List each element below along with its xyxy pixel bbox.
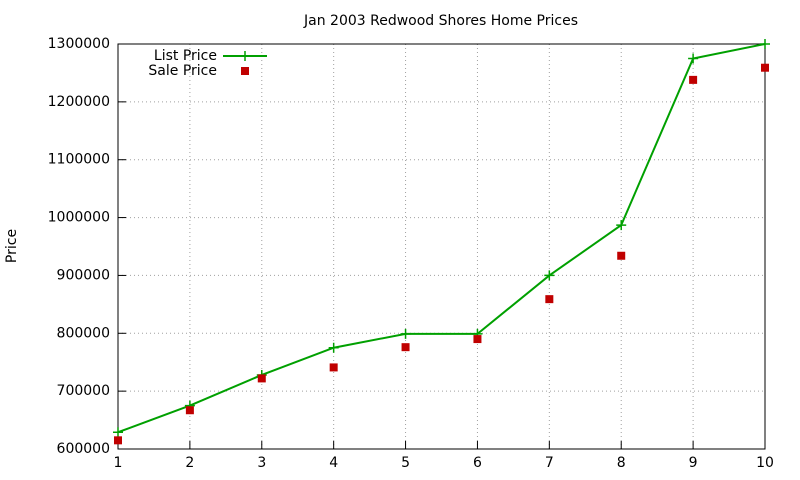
y-tick-label: 1200000 (48, 94, 110, 110)
x-tick-label: 9 (689, 455, 698, 471)
x-tick-label: 4 (329, 455, 338, 471)
y-tick-label: 800000 (57, 325, 110, 341)
x-tick-label: 2 (185, 455, 194, 471)
x-tick-label: 1 (114, 455, 123, 471)
data-point (760, 39, 770, 49)
legend-marker (240, 51, 250, 61)
data-point (113, 427, 123, 438)
data-point (401, 343, 410, 352)
legend-label: List Price (154, 48, 217, 64)
data-point (617, 251, 626, 260)
x-tick-label: 5 (401, 455, 410, 471)
y-tick-label: 1000000 (48, 210, 110, 226)
data-point (329, 363, 338, 372)
x-tick-label: 3 (257, 455, 266, 471)
plot-frame (117, 43, 766, 450)
data-point (688, 53, 699, 64)
y-tick-label: 700000 (57, 383, 110, 399)
data-point (185, 406, 194, 415)
chart-title: Jan 2003 Redwood Shores Home Prices (303, 13, 578, 29)
series-line (117, 43, 766, 434)
data-point (545, 295, 554, 304)
data-point (616, 220, 627, 231)
y-tick-label: 1300000 (48, 36, 110, 52)
y-tick-label: 900000 (57, 267, 110, 283)
data-point (400, 328, 411, 339)
data-point (473, 335, 482, 344)
data-point (328, 342, 339, 353)
data-point (761, 63, 769, 72)
legend-marker (241, 67, 249, 75)
x-tick-label: 7 (545, 455, 554, 471)
y-tick-label: 1100000 (48, 152, 110, 168)
y-tick-label: 600000 (57, 441, 110, 457)
data-point (257, 374, 266, 383)
data-point (544, 270, 555, 281)
x-tick-label: 10 (756, 455, 774, 471)
legend-label: Sale Price (148, 63, 217, 79)
data-point (114, 436, 122, 445)
x-tick-label: 6 (473, 455, 482, 471)
y-axis-label: Price (4, 229, 20, 263)
data-point (689, 75, 698, 84)
x-tick-label: 8 (617, 455, 626, 471)
